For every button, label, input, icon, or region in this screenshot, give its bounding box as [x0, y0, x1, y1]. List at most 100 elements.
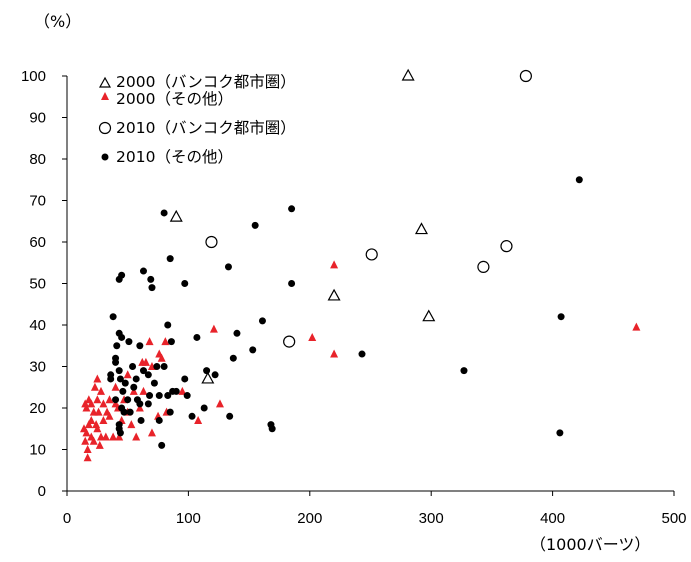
data-point-circle-filled: [116, 375, 124, 383]
data-point-circle-filled: [147, 275, 155, 283]
data-point-triangle-filled: [135, 403, 144, 412]
data-point-circle-filled: [112, 358, 120, 366]
data-point-triangle-filled: [209, 324, 218, 333]
data-point-circle-filled: [200, 404, 208, 412]
data-point-triangle-filled: [109, 432, 118, 441]
data-point-circle-filled: [229, 354, 237, 362]
data-point-triangle-filled: [99, 415, 108, 424]
data-point-circle-open: [519, 69, 532, 83]
data-point-triangle-filled: [111, 382, 120, 391]
data-point-circle-filled: [136, 342, 144, 350]
data-point-circle-filled: [150, 379, 158, 387]
y-tick-label: 0: [38, 483, 46, 500]
data-point-triangle-filled: [157, 353, 166, 362]
data-point-circle-filled: [167, 338, 175, 346]
data-point-circle-filled: [193, 333, 201, 341]
data-point-circle-open: [205, 235, 218, 249]
data-point-triangle-filled: [330, 260, 339, 269]
data-point-circle-filled: [181, 280, 189, 287]
data-point-triangle-open: [169, 209, 183, 222]
data-point-triangle-filled: [132, 432, 141, 441]
data-point-circle-filled: [358, 350, 366, 358]
data-point-circle-filled: [172, 387, 180, 395]
x-tick-label: 500: [661, 510, 686, 527]
data-point-circle-filled: [112, 396, 120, 404]
data-point-circle-filled: [115, 329, 123, 337]
y-tick-label: 50: [29, 276, 46, 293]
data-point-triangle-filled: [87, 399, 96, 408]
data-point-triangle-filled: [89, 436, 98, 445]
data-point-circle-filled: [144, 400, 152, 408]
data-point-circle-filled: [166, 255, 174, 263]
data-point-triangle-filled: [215, 399, 224, 408]
data-point-circle-filled: [164, 392, 172, 400]
data-point-circle-filled: [575, 176, 583, 184]
data-point-circle-filled: [139, 267, 147, 275]
legend-marker-circle-filled: [101, 153, 109, 161]
legend-label: 2010（バンコク都市圏）: [116, 119, 296, 137]
data-point-triangle-open: [414, 222, 429, 235]
legend-item-2010-other: 2010（その他）: [101, 148, 233, 166]
data-point-circle-filled: [129, 363, 137, 370]
data-point-circle-filled: [107, 371, 115, 379]
legend-item-2010-bangkok: 2010（バンコク都市圏）: [98, 119, 296, 137]
x-unit-label: （1000バーツ）: [530, 535, 650, 554]
data-point-circle-open: [283, 335, 296, 348]
data-point-triangle-filled: [105, 411, 114, 420]
data-point-circle-filled: [224, 263, 232, 271]
data-point-circle-filled: [288, 205, 296, 213]
data-point-circle-open: [500, 240, 513, 253]
x-tick-label: 100: [176, 510, 201, 527]
x-tick-label: 0: [63, 510, 71, 527]
legend-marker-circle-open: [98, 121, 112, 135]
y-tick-label: 60: [29, 234, 46, 251]
legend-item-2000-bangkok: 2000（バンコク都市圏）: [98, 73, 296, 91]
y-unit-label: （%）: [34, 12, 81, 31]
y-tick-label: 40: [29, 317, 46, 334]
data-point-triangle-filled: [93, 424, 102, 433]
data-point-triangle-filled: [99, 399, 108, 408]
data-point-triangle-filled: [178, 386, 187, 395]
x-tick-label: 300: [419, 510, 444, 527]
data-point-circle-filled: [144, 371, 152, 379]
legend-marker-triangle-filled: [101, 92, 109, 100]
data-point-circle-filled: [115, 275, 123, 283]
data-point-triangle-filled: [81, 436, 90, 445]
data-point-circle-open: [365, 248, 378, 261]
data-point-triangle-filled: [79, 424, 88, 433]
y-tick-label: 100: [21, 68, 46, 85]
legend-label: 2000（バンコク都市圏）: [116, 73, 296, 91]
data-point-triangle-filled: [138, 357, 147, 366]
data-point-triangle-filled: [93, 374, 102, 383]
data-point-triangle-filled: [90, 382, 99, 391]
data-point-triangle-filled: [84, 395, 93, 404]
data-point-circle-filled: [249, 346, 257, 354]
y-tick-label: 20: [29, 400, 46, 417]
data-point-circle-filled: [188, 412, 196, 420]
data-point-triangle-filled: [83, 445, 92, 453]
data-point-triangle-filled: [82, 428, 91, 437]
data-point-circle-filled: [181, 375, 189, 383]
legend-label: 2000（その他）: [116, 90, 233, 108]
data-point-triangle-filled: [95, 440, 104, 449]
data-point-triangle-filled: [105, 395, 114, 404]
data-point-circle-filled: [226, 412, 234, 420]
data-point-circle-open: [477, 260, 490, 273]
data-point-circle-filled: [251, 221, 259, 229]
data-point-circle-filled: [211, 371, 219, 379]
data-point-circle-filled: [155, 392, 163, 400]
data-point-circle-filled: [153, 363, 161, 370]
legend-item-2000-other: 2000（その他）: [101, 90, 233, 108]
data-point-circle-filled: [137, 416, 145, 424]
data-point-circle-filled: [233, 329, 241, 337]
data-point-triangle-filled: [129, 386, 138, 395]
data-point-triangle-filled: [147, 428, 156, 437]
data-point-circle-filled: [148, 284, 156, 292]
data-point-triangle-filled: [115, 432, 124, 441]
data-point-circle-filled: [118, 404, 126, 412]
data-point-circle-filled: [158, 441, 166, 449]
y-tick-label: 30: [29, 359, 46, 376]
data-point-circle-filled: [125, 338, 133, 346]
data-point-circle-filled: [119, 387, 127, 395]
